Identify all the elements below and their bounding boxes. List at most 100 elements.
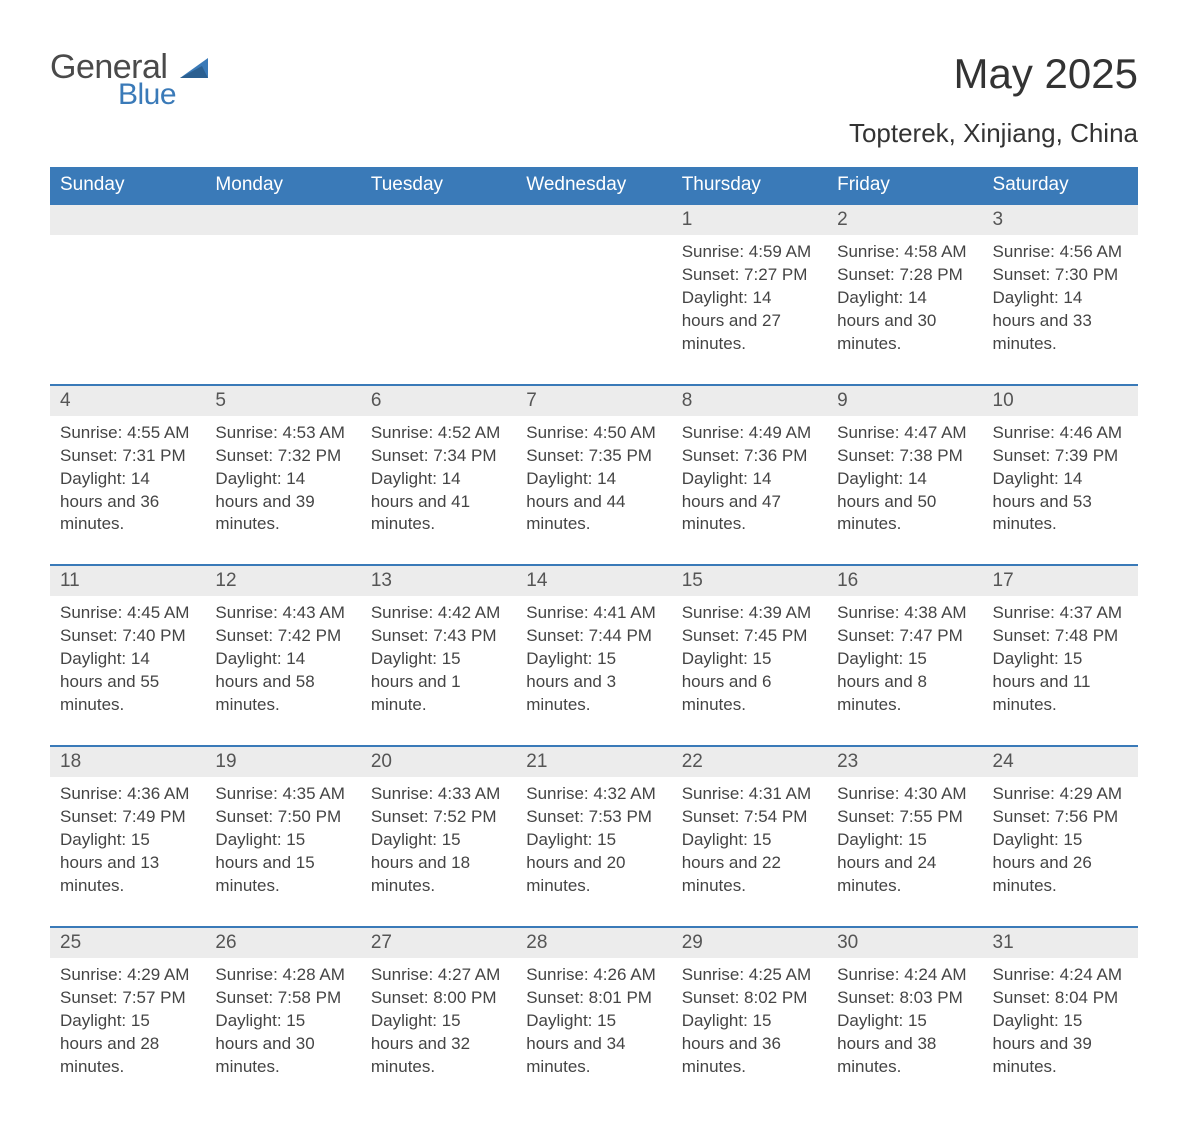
sunset-line: Sunset: 7:48 PM <box>993 626 1119 645</box>
day-number-row: 45678910 <box>50 385 1138 416</box>
day-content-row: Sunrise: 4:29 AM Sunset: 7:57 PM Daylight:… <box>50 958 1138 1107</box>
sunrise-line: Sunrise: 4:32 AM <box>526 784 655 803</box>
daylight-line: Daylight: 14 hours and 50 minutes. <box>837 469 936 534</box>
sunset-line: Sunset: 7:53 PM <box>526 807 652 826</box>
sunrise-line: Sunrise: 4:41 AM <box>526 603 655 622</box>
daylight-line: Daylight: 15 hours and 1 minute. <box>371 649 461 714</box>
day-number-cell: 17 <box>983 565 1138 596</box>
sunset-line: Sunset: 7:50 PM <box>215 807 341 826</box>
day-content-cell: Sunrise: 4:39 AMSunset: 7:45 PMDaylight:… <box>672 596 827 746</box>
day-content-cell: Sunrise: 4:26 AMSunset: 8:01 PMDaylight:… <box>516 958 671 1107</box>
day-number-cell: 15 <box>672 565 827 596</box>
sunrise-line: Sunrise: 4:35 AM <box>215 784 344 803</box>
calendar-table: SundayMondayTuesdayWednesdayThursdayFrid… <box>50 167 1138 1106</box>
sunset-line: Sunset: 7:56 PM <box>993 807 1119 826</box>
day-number-cell: 30 <box>827 927 982 958</box>
daylight-line: Daylight: 15 hours and 26 minutes. <box>993 830 1092 895</box>
sunset-line: Sunset: 7:52 PM <box>371 807 497 826</box>
sunset-line: Sunset: 7:34 PM <box>371 446 497 465</box>
sunrise-line: Sunrise: 4:27 AM <box>371 965 500 984</box>
daylight-line: Daylight: 14 hours and 55 minutes. <box>60 649 159 714</box>
daylight-line: Daylight: 15 hours and 39 minutes. <box>993 1011 1092 1076</box>
logo-text: General Blue <box>50 50 176 110</box>
day-content-row: Sunrise: 4:59 AMSunset: 7:27 PMDaylight:… <box>50 235 1138 385</box>
sunset-line: Sunset: 7:57 PM <box>60 988 186 1007</box>
sunrise-line: Sunrise: 4:43 AM <box>215 603 344 622</box>
day-content-cell: Sunrise: 4:56 AMSunset: 7:30 PMDaylight:… <box>983 235 1138 385</box>
sunrise-line: Sunrise: 4:39 AM <box>682 603 811 622</box>
day-number-cell: 14 <box>516 565 671 596</box>
day-number-cell: 8 <box>672 385 827 416</box>
sunrise-line: Sunrise: 4:24 AM <box>837 965 966 984</box>
sunrise-line: Sunrise: 4:31 AM <box>682 784 811 803</box>
day-content-cell <box>516 235 671 385</box>
day-content-cell: Sunrise: 4:43 AMSunset: 7:42 PMDaylight:… <box>205 596 360 746</box>
sunset-line: Sunset: 7:31 PM <box>60 446 186 465</box>
day-number-cell: 10 <box>983 385 1138 416</box>
day-content-cell: Sunrise: 4:24 AM Sunset: 8:04 PM Daylight:… <box>983 958 1138 1107</box>
header-row: General Blue May 2025 <box>50 50 1138 110</box>
sunrise-line: Sunrise: 4:25 AM <box>682 965 811 984</box>
day-number-cell: 6 <box>361 385 516 416</box>
day-content-cell: Sunrise: 4:32 AMSunset: 7:53 PMDaylight:… <box>516 777 671 927</box>
day-number-cell: 24 <box>983 746 1138 777</box>
daylight-line: Daylight: 15 hours and 22 minutes. <box>682 830 781 895</box>
sunset-line: Sunset: 8:00 PM <box>371 988 497 1007</box>
day-content-cell: Sunrise: 4:49 AMSunset: 7:36 PMDaylight:… <box>672 416 827 566</box>
weekday-header-cell: Saturday <box>983 167 1138 204</box>
day-content-cell: Sunrise: 4:55 AMSunset: 7:31 PMDaylight:… <box>50 416 205 566</box>
daylight-line: Daylight: 14 hours and 27 minutes. <box>682 288 781 353</box>
sunset-line: Sunset: 8:04 PM <box>993 988 1119 1007</box>
calendar-page: General Blue May 2025 Topterek, Xinjiang… <box>0 0 1188 1136</box>
day-content-cell: Sunrise: 4:29 AM Sunset: 7:56 PM Daylight:… <box>983 777 1138 927</box>
sunrise-line: Sunrise: 4:29 AM <box>60 965 189 984</box>
logo-word-blue: Blue <box>118 80 176 110</box>
weekday-header-cell: Friday <box>827 167 982 204</box>
day-number-cell: 28 <box>516 927 671 958</box>
day-content-cell: Sunrise: 4:58 AMSunset: 7:28 PMDaylight:… <box>827 235 982 385</box>
day-number-cell: 29 <box>672 927 827 958</box>
logo-triangle-icon <box>180 56 214 85</box>
day-content-cell: Sunrise: 4:47 AMSunset: 7:38 PMDaylight:… <box>827 416 982 566</box>
sunset-line: Sunset: 8:01 PM <box>526 988 652 1007</box>
sunrise-line: Sunrise: 4:36 AM <box>60 784 189 803</box>
day-number-cell: 22 <box>672 746 827 777</box>
day-content-cell: Sunrise: 4:31 AM Sunset: 7:54 PM Daylight:… <box>672 777 827 927</box>
day-number-cell: 7 <box>516 385 671 416</box>
sunrise-line: Sunrise: 4:50 AM <box>526 423 655 442</box>
daylight-line: Daylight: 14 hours and 53 minutes. <box>993 469 1092 534</box>
day-content-cell <box>205 235 360 385</box>
day-content-cell: Sunrise: 4:33 AMSunset: 7:52 PMDaylight:… <box>361 777 516 927</box>
calendar-weekday-header: SundayMondayTuesdayWednesdayThursdayFrid… <box>50 167 1138 204</box>
sunset-line: Sunset: 7:54 PM <box>682 807 808 826</box>
day-number-cell <box>516 204 671 235</box>
day-number-cell: 13 <box>361 565 516 596</box>
day-number-cell: 1 <box>672 204 827 235</box>
day-number-cell: 26 <box>205 927 360 958</box>
sunrise-line: Sunrise: 4:33 AM <box>371 784 500 803</box>
daylight-line: Daylight: 15 hours and 3 minutes. <box>526 649 616 714</box>
sunset-line: Sunset: 7:32 PM <box>215 446 341 465</box>
sunrise-line: Sunrise: 4:26 AM <box>526 965 655 984</box>
sunrise-line: Sunrise: 4:42 AM <box>371 603 500 622</box>
sunset-line: Sunset: 7:39 PM <box>993 446 1119 465</box>
sunrise-line: Sunrise: 4:24 AM <box>993 965 1122 984</box>
day-number-cell: 19 <box>205 746 360 777</box>
day-content-cell: Sunrise: 4:37 AMSunset: 7:48 PMDaylight:… <box>983 596 1138 746</box>
day-number-cell: 23 <box>827 746 982 777</box>
sunset-line: Sunset: 7:28 PM <box>837 265 963 284</box>
sunset-line: Sunset: 7:35 PM <box>526 446 652 465</box>
sunrise-line: Sunrise: 4:30 AM <box>837 784 966 803</box>
day-content-cell: Sunrise: 4:53 AMSunset: 7:32 PMDaylight:… <box>205 416 360 566</box>
page-title: May 2025 <box>954 50 1138 98</box>
daylight-line: Daylight: 15 hours and 38 minutes. <box>837 1011 936 1076</box>
day-content-cell: Sunrise: 4:29 AMSunset: 7:57 PMDaylight:… <box>50 958 205 1107</box>
daylight-line: Daylight: 14 hours and 33 minutes. <box>993 288 1092 353</box>
sunset-line: Sunset: 7:38 PM <box>837 446 963 465</box>
day-number-row: 18192021222324 <box>50 746 1138 777</box>
day-number-cell: 16 <box>827 565 982 596</box>
sunrise-line: Sunrise: 4:45 AM <box>60 603 189 622</box>
day-number-cell: 21 <box>516 746 671 777</box>
sunset-line: Sunset: 7:58 PM <box>215 988 341 1007</box>
sunrise-line: Sunrise: 4:29 AM <box>993 784 1122 803</box>
